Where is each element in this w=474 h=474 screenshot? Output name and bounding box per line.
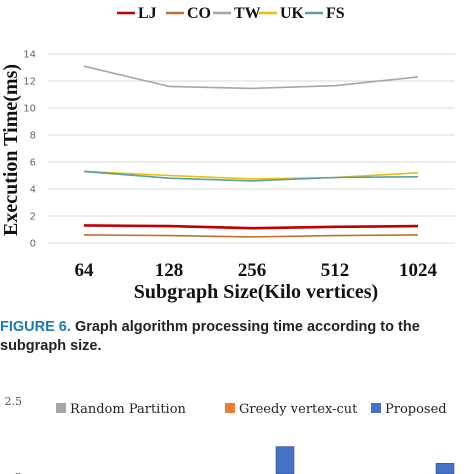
y-tick-label: 6 [30,158,36,169]
bar-chart: Random Partition Greedy vertex-cut Propose… [0,386,474,474]
series-line-lj [83,224,419,230]
bar-legend-swatch [371,403,381,413]
y-tick-label: 12 [23,77,36,88]
line-chart-y-axis-title: Execution Time(ms) [0,64,22,236]
bar-chart-frame [0,386,474,474]
bar-legend-label: Greedy vertex-cut [239,402,358,417]
line-chart-x-axis-title: Subgraph Size(Kilo vertices) [134,281,378,303]
bar-legend-swatch [225,403,235,413]
x-tick-label: 64 [75,260,95,281]
bar-chart-plot: 22.5 [5,395,455,474]
figure-caption-text: Graph algorithm processing time accordin… [0,319,420,354]
legend-label-lj: LJ [138,5,157,22]
line-chart-plot: 0 2 4 6 8 10 12 14 64 128 256 512 1024 [23,50,455,281]
legend-label-tw: TW [234,5,261,22]
legend-label-fs: FS [326,5,345,22]
legend-label-uk: UK [280,5,305,22]
y-tick-label: 4 [30,185,36,196]
y-tick-label: 14 [23,50,36,61]
figure-caption: FIGURE 6. Graph algorithm processing tim… [0,318,470,356]
bar-y-tick-label: 2.5 [5,395,23,408]
bar-chart-legend: Random Partition Greedy vertex-cut Propose… [56,402,447,417]
series-line-co [83,234,419,238]
bar-legend-swatch [56,403,66,413]
bar-y-tick-label: 2 [15,471,22,474]
line-chart-legend: LJ CO TW UK FS [117,5,345,22]
bar-legend-label: Proposed [385,402,447,417]
y-tick-label: 2 [30,212,36,223]
series-line-fs [83,170,419,182]
x-tick-label: 1024 [399,260,438,281]
y-tick-label: 10 [23,104,36,115]
x-tick-label: 128 [155,260,184,281]
figure-caption-label: FIGURE 6. [0,319,71,335]
y-tick-label: 8 [30,131,36,142]
series-line-tw [83,65,419,90]
series-line-uk [83,170,419,180]
bar-legend-label: Random Partition [70,402,187,417]
x-tick-label: 512 [321,260,350,281]
y-tick-label: 0 [30,239,36,250]
legend-label-co: CO [187,5,211,22]
bar-proposed [435,463,455,474]
x-tick-label: 256 [238,260,267,281]
bar-proposed [275,446,295,474]
